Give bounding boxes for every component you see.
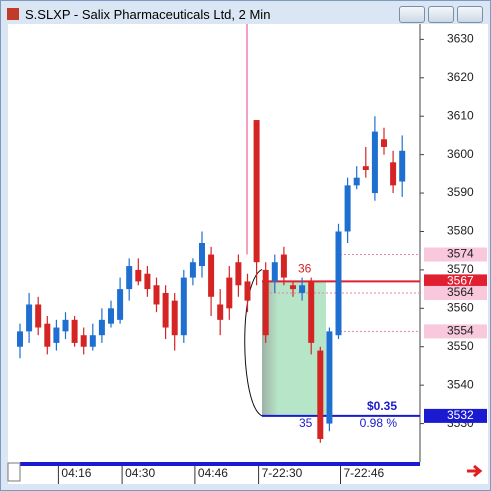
candle-body [17, 331, 23, 347]
candle-body [199, 243, 205, 267]
time-axis [8, 462, 488, 484]
candle-body [144, 273, 151, 290]
price-tag-label: 3554 [447, 324, 474, 338]
candle-body [390, 162, 397, 186]
candle-body [44, 323, 51, 347]
candle-body [308, 281, 315, 343]
candle-body [117, 289, 124, 320]
y-tick-label: 3600 [447, 147, 474, 161]
maximize-button[interactable] [428, 6, 454, 23]
y-tick-label: 3610 [447, 108, 474, 122]
candle-body [299, 285, 306, 293]
entry-count: 36 [298, 262, 312, 276]
price-tag [424, 247, 487, 262]
x-tick-label: 7-22:30 [262, 466, 303, 480]
price-tag-label: 3532 [447, 408, 474, 422]
candle-body [71, 319, 78, 343]
price-tag [424, 324, 487, 339]
candle-body [126, 266, 133, 290]
candle-body [162, 292, 169, 328]
candle-body [189, 262, 196, 278]
candle-body [62, 319, 69, 332]
candle-body [217, 304, 224, 320]
candle-body [235, 262, 242, 286]
candle-body [244, 281, 251, 301]
corner-box [7, 462, 21, 482]
y-tick-label: 3580 [447, 224, 474, 238]
x-tick-label: 7-22:46 [344, 466, 385, 480]
exit-count: 35 [299, 416, 313, 430]
candle-body [371, 131, 378, 194]
candle-body [226, 277, 233, 309]
candle-body [108, 308, 114, 324]
candle-body [362, 166, 369, 170]
candle-body [317, 350, 324, 439]
candle-body [290, 285, 296, 290]
price-tag-label: 3574 [447, 247, 474, 261]
candle-body [153, 285, 160, 305]
candle-body [180, 277, 187, 336]
y-tick-label: 3620 [447, 70, 474, 84]
plot-area [8, 24, 420, 462]
candle-body [208, 254, 215, 297]
price-tag [424, 285, 487, 300]
y-tick-label: 3570 [447, 262, 474, 276]
app-icon [7, 8, 19, 20]
candle-body [271, 262, 278, 282]
candle-body [253, 120, 260, 263]
minimize-button[interactable] [399, 6, 425, 23]
price-tag-label: 3564 [447, 285, 474, 299]
candle-body [53, 327, 60, 343]
candle-body [381, 139, 387, 147]
y-tick-label: 3560 [447, 300, 474, 314]
trade-bracket [244, 268, 263, 417]
candle-body [98, 319, 105, 336]
x-tick-label: 04:46 [198, 466, 228, 480]
y-tick-label: 3540 [447, 377, 474, 391]
candle-body [344, 185, 351, 232]
price-tag [424, 274, 487, 289]
candle-body [80, 335, 87, 347]
window-title: S.SLXP - Salix Pharmaceuticals Ltd, 2 Mi… [25, 7, 271, 22]
candle-body [399, 150, 406, 182]
candle-body [89, 335, 96, 347]
candle-body [171, 300, 178, 336]
candle-body [26, 304, 33, 332]
close-button[interactable] [457, 6, 483, 23]
candle-body [335, 231, 342, 336]
candle-body [135, 269, 142, 282]
price-tag-label: 3567 [447, 274, 474, 288]
price-tag [424, 408, 487, 423]
candle-body [326, 331, 333, 424]
candle-body [353, 177, 360, 186]
y-tick-label: 3550 [447, 339, 474, 353]
scroll-arrow[interactable] [467, 464, 483, 478]
gain: $0.35 [367, 399, 397, 413]
y-tick-label: 3630 [447, 32, 474, 46]
x-tick-label: 04:30 [125, 466, 155, 480]
x-tick-label: 04:16 [61, 466, 91, 480]
candle-body [280, 254, 287, 278]
candle-body [262, 269, 269, 336]
price-axis [420, 24, 488, 462]
candle-body [35, 304, 42, 328]
y-tick-label: 3590 [447, 185, 474, 199]
gain-pct: 0.98 % [360, 416, 398, 430]
